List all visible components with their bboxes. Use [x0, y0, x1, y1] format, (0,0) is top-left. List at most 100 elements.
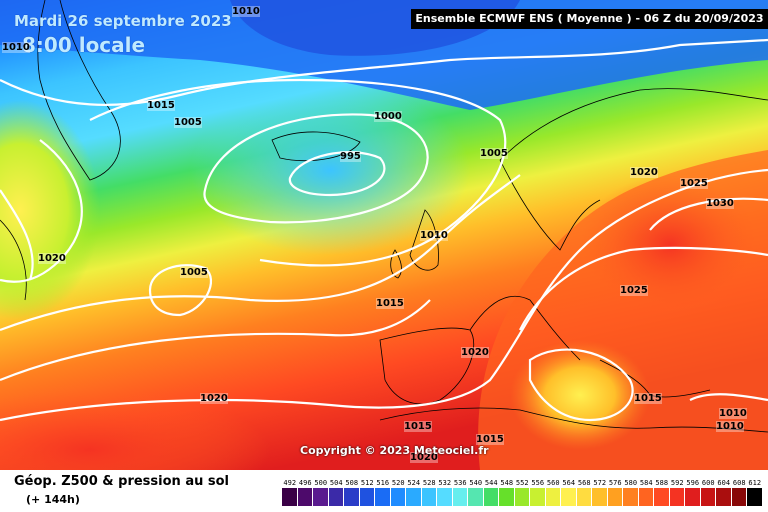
isobar-label: 1010 — [716, 421, 744, 432]
legend-value: 552 — [515, 479, 529, 487]
legend-swatch — [328, 488, 344, 506]
legend-swatch — [452, 488, 468, 506]
legend-value: 536 — [453, 479, 467, 487]
legend-item: 592 — [669, 479, 685, 506]
color-scale-legend: 492 496 500 504 508 512 516 520 524 528 532 536 540 5… — [282, 479, 763, 506]
isobar-label: 1015 — [476, 434, 504, 445]
model-run-label: Ensemble ECMWF ENS ( Moyenne ) - 06 Z du… — [411, 9, 768, 29]
isobar-1000 — [203, 113, 429, 224]
legend-value: 516 — [376, 479, 390, 487]
legend-swatch — [390, 488, 406, 506]
legend-value: 492 — [283, 479, 297, 487]
forecast-lead-time: (+ 144h) — [26, 493, 80, 506]
legend-swatch — [561, 488, 577, 506]
legend-swatch — [483, 488, 499, 506]
iceland-coast — [271, 131, 361, 162]
scandinavia-coast — [499, 88, 768, 161]
isobar-label: 1020 — [461, 347, 489, 358]
legend-item: 572 — [592, 479, 608, 506]
isobar-label: 1015 — [634, 393, 662, 404]
legend-item: 588 — [654, 479, 670, 506]
legend-swatch — [700, 488, 716, 506]
legend-value: 580 — [624, 479, 638, 487]
legend-value: 572 — [593, 479, 607, 487]
isobars — [0, 38, 768, 422]
legend-item: 544 — [483, 479, 499, 506]
legend-swatch — [499, 488, 515, 506]
legend-value: 544 — [484, 479, 498, 487]
legend-swatch — [654, 488, 670, 506]
legend-item: 548 — [499, 479, 515, 506]
legend-swatch — [623, 488, 639, 506]
legend-swatch — [359, 488, 375, 506]
legend-item: 492 — [282, 479, 298, 506]
isobar-label: 1015 — [404, 421, 432, 432]
z500-west-lobe — [0, 100, 100, 320]
legend-item: 600 — [700, 479, 716, 506]
legend-value: 508 — [345, 479, 359, 487]
legend-item: 564 — [561, 479, 577, 506]
legend-item: 608 — [731, 479, 747, 506]
legend-value: 576 — [608, 479, 622, 487]
z500-ridge-core — [580, 175, 760, 315]
isobar-label: 1015 — [147, 100, 175, 111]
legend-value: 512 — [360, 479, 374, 487]
balkans-coast — [599, 359, 711, 398]
legend-value: 500 — [314, 479, 328, 487]
isobar-label: 1020 — [200, 393, 228, 404]
legend-item: 604 — [716, 479, 732, 506]
legend-value: 592 — [670, 479, 684, 487]
isobar-1030 — [649, 197, 768, 231]
uk-coast — [409, 209, 439, 271]
isobar-label: 1020 — [630, 167, 658, 178]
legend-swatch — [313, 488, 329, 506]
isobar-1020 — [0, 168, 768, 422]
coastlines — [0, 0, 768, 433]
legend-item: 576 — [607, 479, 623, 506]
ireland-coast — [390, 249, 402, 279]
legend-value: 588 — [655, 479, 669, 487]
legend-item: 560 — [545, 479, 561, 506]
legend-swatch — [638, 488, 654, 506]
legend-value: 548 — [500, 479, 514, 487]
legend-value: 584 — [639, 479, 653, 487]
legend-item: 552 — [514, 479, 530, 506]
legend-value: 504 — [329, 479, 343, 487]
isobar-1025 — [519, 246, 768, 331]
iberia-coast — [379, 327, 475, 405]
legend-swatch — [297, 488, 313, 506]
legend-value: 540 — [469, 479, 483, 487]
isobar-label: 1005 — [480, 148, 508, 159]
legend-value: 532 — [438, 479, 452, 487]
legend-value: 604 — [717, 479, 731, 487]
legend-item: 512 — [359, 479, 375, 506]
legend-swatch — [468, 488, 484, 506]
isobar-label: 1025 — [620, 285, 648, 296]
isobar-995 — [288, 151, 386, 197]
greenland-coast — [37, 0, 121, 181]
isobar-label: 995 — [340, 151, 361, 162]
legend-swatch — [530, 488, 546, 506]
legend-value: 528 — [422, 479, 436, 487]
isobar-label: 1030 — [706, 198, 734, 209]
legend-item: 532 — [437, 479, 453, 506]
legend-value: 564 — [562, 479, 576, 487]
legend-swatch — [406, 488, 422, 506]
legend-item: 612 — [747, 479, 763, 506]
legend-item: 540 — [468, 479, 484, 506]
legend-value: 600 — [701, 479, 715, 487]
legend-item: 496 — [297, 479, 313, 506]
map-area: Mardi 26 septembre 2023 8:00 locale Ense… — [0, 0, 768, 470]
z500-low-iceland — [190, 85, 470, 255]
legend-value: 524 — [407, 479, 421, 487]
isobar-label: 1015 — [376, 298, 404, 309]
legend-value: 568 — [577, 479, 591, 487]
z500-cutoff — [510, 340, 650, 450]
isobar-label: 1010 — [420, 230, 448, 241]
isobar-1005 — [89, 78, 507, 267]
isobar-label: 1010 — [232, 6, 260, 17]
isobar-label: 1025 — [680, 178, 708, 189]
isobar-label: 1005 — [180, 267, 208, 278]
legend-value: 520 — [391, 479, 405, 487]
